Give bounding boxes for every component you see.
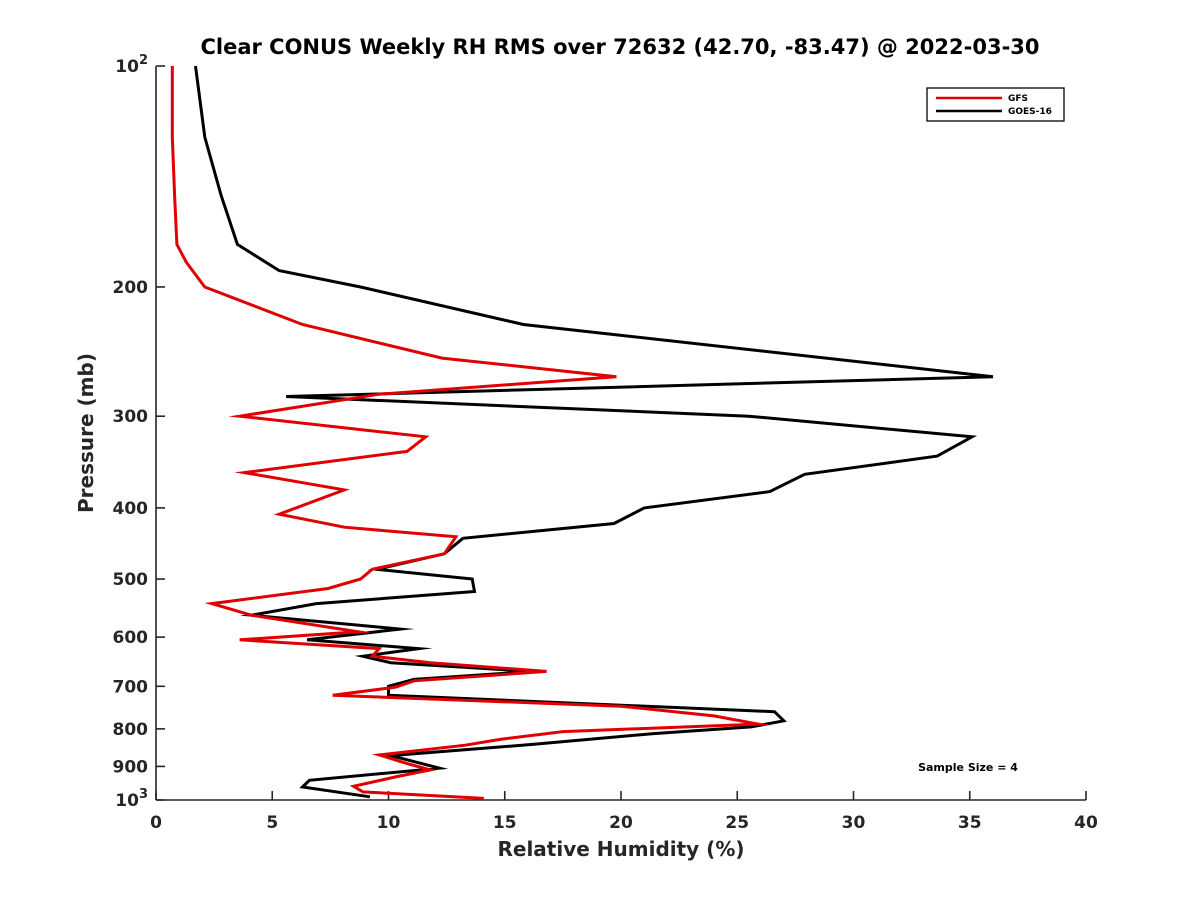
y-tick-label-base: 500 xyxy=(113,570,149,590)
x-tick-label: 25 xyxy=(725,813,749,833)
y-tick-label-base: 800 xyxy=(113,720,149,740)
y-tick-label-base: 300 xyxy=(113,407,149,427)
x-tick-label: 40 xyxy=(1074,813,1098,833)
y-tick-label: 900 xyxy=(113,757,149,777)
x-tick-label: 10 xyxy=(377,813,401,833)
y-tick-label-base: 400 xyxy=(113,499,149,519)
legend-box xyxy=(926,87,1065,122)
y-tick-label: 500 xyxy=(113,570,149,590)
x-axis-title: Relative Humidity (%) xyxy=(497,837,744,861)
legend: GFS GOES-16 xyxy=(926,87,1065,122)
y-tick-label-exponent: 2 xyxy=(139,53,148,68)
y-tick-label-base: 900 xyxy=(113,757,149,777)
y-tick-label: 200 xyxy=(113,278,149,298)
x-tick-label: 35 xyxy=(958,813,982,833)
legend-label: GOES-16 xyxy=(1008,107,1052,117)
y-tick-label: 800 xyxy=(113,720,149,740)
y-tick-label-base: 10 xyxy=(115,57,139,77)
y-axis-title: Pressure (mb) xyxy=(74,353,98,513)
series-line-gfs xyxy=(170,66,772,800)
y-tick-label-base: 600 xyxy=(113,628,149,648)
chart-title: Clear CONUS Weekly RH RMS over 72632 (42… xyxy=(200,35,1039,59)
sample-size-annotation: Sample Size = 4 xyxy=(918,761,1018,774)
x-tick-label: 15 xyxy=(493,813,517,833)
x-tick-label: 20 xyxy=(609,813,633,833)
y-tick-label-base: 200 xyxy=(113,278,149,298)
y-tick-label-base: 10 xyxy=(115,791,139,811)
y-tick-label-base: 700 xyxy=(113,677,149,697)
y-tick-label-exponent: 3 xyxy=(139,787,148,802)
y-tick-label: 400 xyxy=(113,499,149,519)
series-line-goes-16 xyxy=(194,65,994,799)
x-tick-label: 0 xyxy=(150,813,162,833)
y-tick-label: 600 xyxy=(113,628,149,648)
x-tick-label: 5 xyxy=(266,813,278,833)
y-tick-label: 103 xyxy=(115,787,148,811)
y-tick-label: 300 xyxy=(113,407,149,427)
x-tick-label: 30 xyxy=(842,813,866,833)
y-tick-label: 102 xyxy=(115,53,148,77)
y-tick-label: 700 xyxy=(113,677,149,697)
legend-label: GFS xyxy=(1008,94,1028,104)
x-ticks: 0 5 10 15 20 25 30 35 40 xyxy=(150,791,1098,833)
series-layer xyxy=(170,65,994,800)
